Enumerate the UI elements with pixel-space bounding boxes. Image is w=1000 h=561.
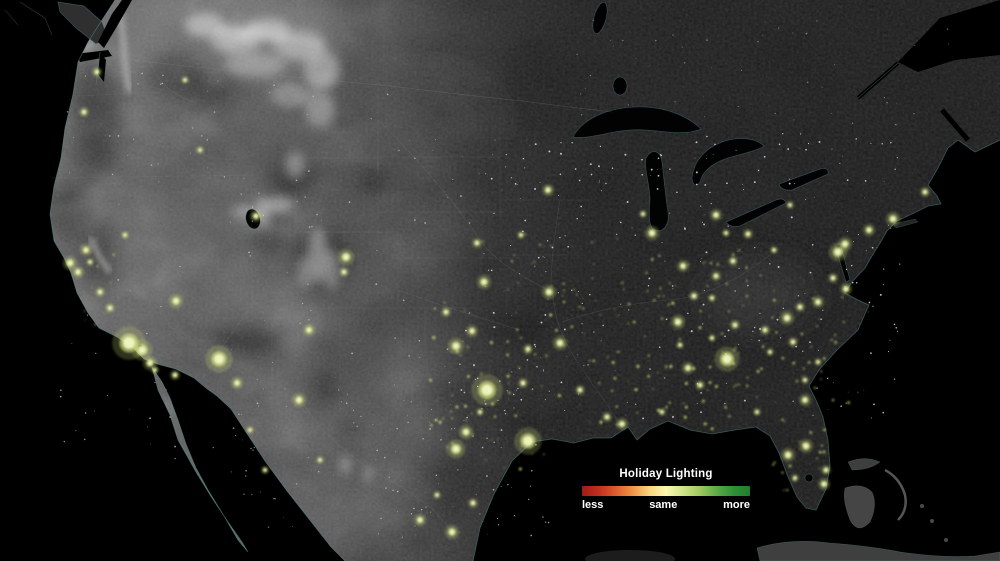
gulf-of-st-lawrence — [898, 0, 1000, 72]
lake-okeechobee — [804, 473, 814, 483]
arkansas-river — [397, 289, 521, 331]
lake-winnipeg — [592, 2, 608, 34]
lake-of-the-woods — [612, 76, 628, 96]
coastlines — [4, 0, 1000, 561]
lake-michigan — [645, 151, 669, 232]
coastal-waterways — [76, 0, 1000, 142]
bahamas-eleuthera — [884, 468, 907, 521]
mississippi-river — [551, 199, 621, 426]
colorado-river — [202, 299, 256, 379]
legend-label-same: same — [649, 499, 678, 511]
legend-label-more: more — [723, 499, 750, 511]
bahamas-andros — [843, 485, 875, 529]
great-lakes — [137, 2, 851, 483]
legend-gradient-bar — [582, 486, 750, 496]
columbia-river — [149, 61, 194, 103]
holiday-lighting-legend: Holiday Lighting less same more — [582, 467, 750, 511]
bahamas-north — [847, 458, 881, 471]
us-canada-border — [114, 57, 613, 113]
bahamas-cay — [944, 538, 948, 542]
lake-ontario — [778, 168, 829, 191]
lake-superior — [572, 106, 702, 138]
legend-label-less: less — [582, 499, 604, 511]
strait-of-georgia — [98, 0, 132, 48]
rivers — [149, 61, 771, 546]
lake-huron — [691, 138, 765, 186]
strait-juan-de-fuca — [76, 50, 112, 62]
ohio-river — [561, 254, 771, 323]
legend-labels: less same more — [582, 499, 750, 511]
missouri-river — [377, 119, 549, 291]
bahamas-cay — [920, 504, 924, 508]
holiday-light-clusters — [62, 66, 931, 540]
cuba — [756, 541, 1000, 561]
bay-of-fundy — [940, 108, 970, 142]
bahamas-cay — [930, 519, 934, 523]
rio-grande — [299, 397, 459, 546]
long-island — [892, 218, 919, 229]
yucatan-edge — [585, 550, 675, 561]
lake-erie — [725, 198, 787, 227]
legend-title: Holiday Lighting — [619, 468, 713, 480]
